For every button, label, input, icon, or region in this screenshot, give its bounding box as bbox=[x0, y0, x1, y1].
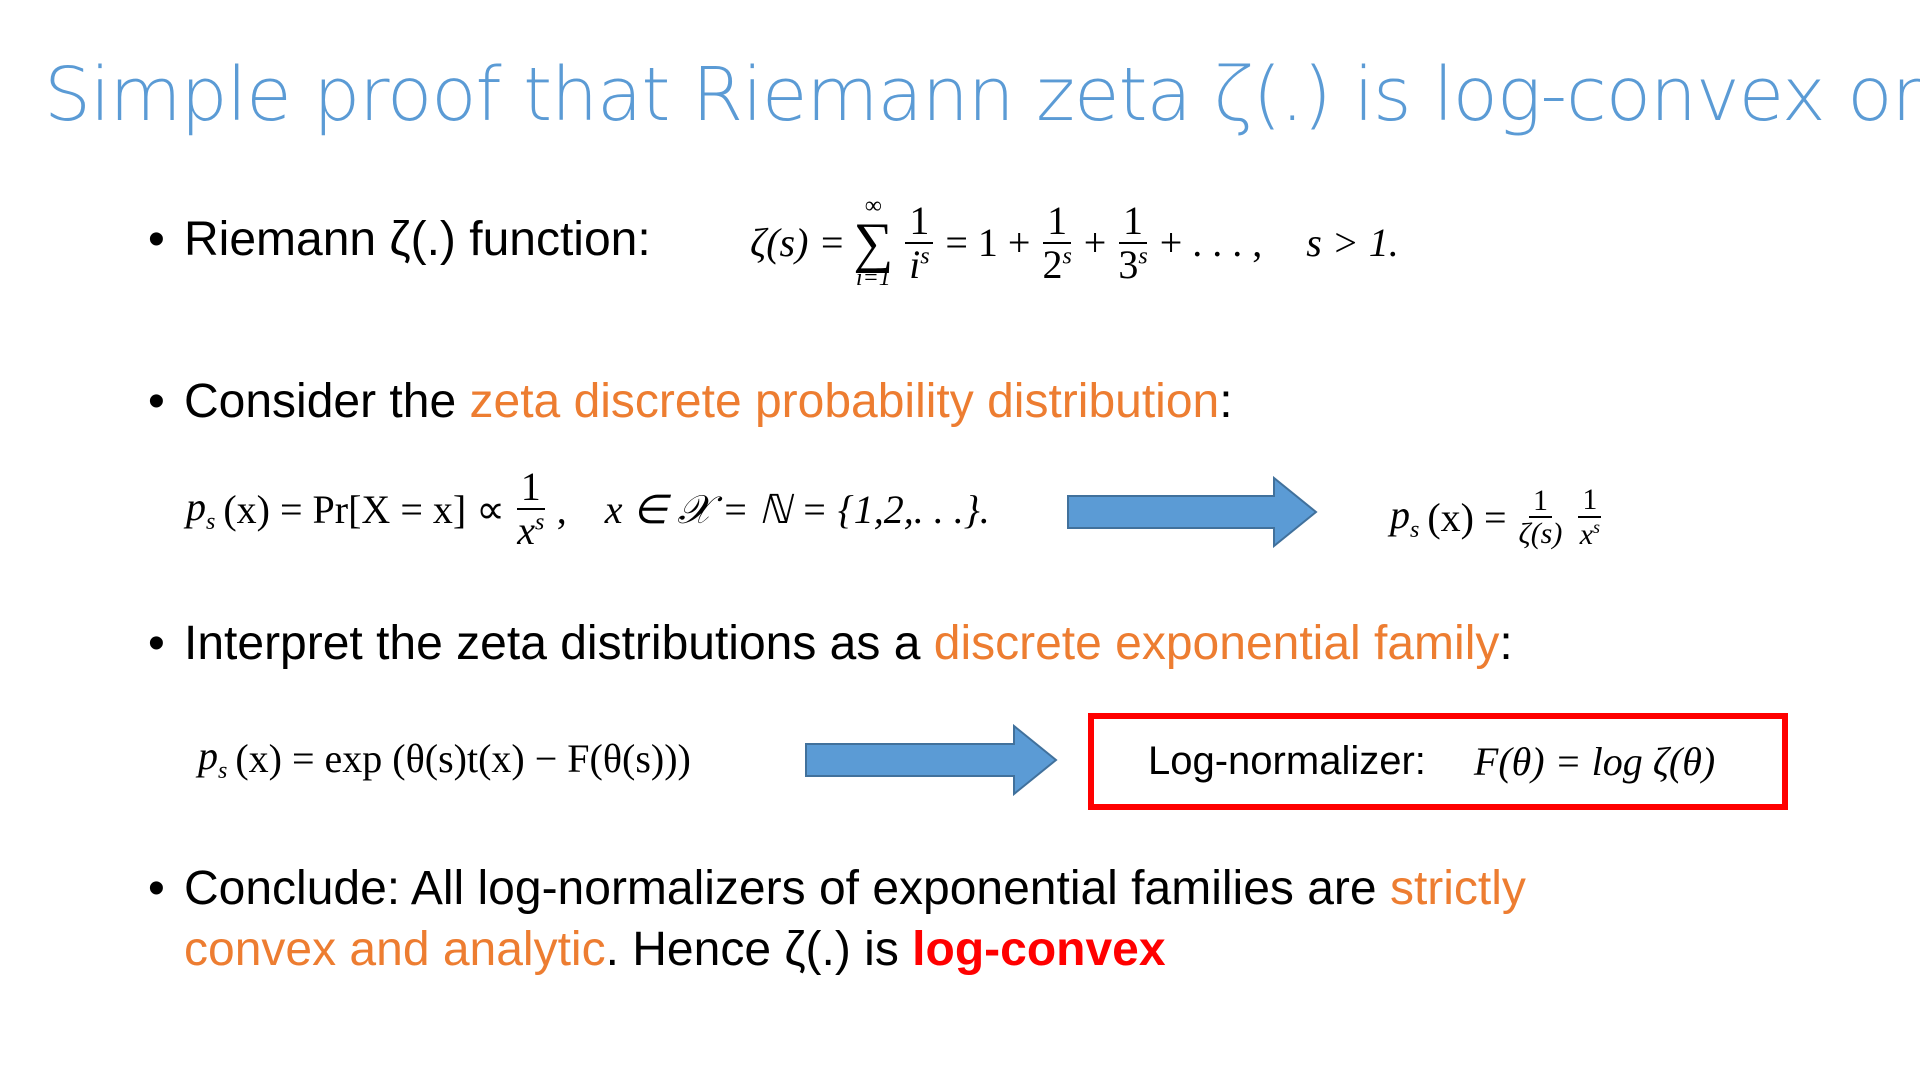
math: (x) = bbox=[1427, 494, 1507, 540]
bullet: Conclude: All log-normalizers of exponen… bbox=[148, 858, 1668, 980]
math: x ∈ 𝒳 = ℕ = {1,2,. . .}. bbox=[604, 486, 990, 532]
text: Consider the bbox=[184, 375, 470, 428]
math: ps bbox=[186, 483, 215, 536]
math: ps bbox=[198, 732, 227, 785]
formula: ζ(s) = ∞ ∑ i=1 1 is = 1 + 1 2s + 1 3s + . . .… bbox=[750, 193, 1399, 291]
fraction: 1 2s bbox=[1042, 199, 1072, 287]
fraction: 1 3s bbox=[1118, 199, 1148, 287]
math: (x) = Pr[X = x] ∝ bbox=[223, 486, 505, 532]
formula: ps (x) = Pr[X = x] ∝ 1 xs , x ∈ 𝒳 = ℕ = {… bbox=[186, 466, 990, 552]
emphasis: log-convex bbox=[912, 923, 1166, 976]
math: p bbox=[198, 733, 218, 778]
math: s bbox=[1593, 516, 1601, 537]
formula: ps (x) = exp (θ(s)t(x) − F(θ(s))) bbox=[198, 732, 691, 785]
sum: ∞ ∑ i=1 bbox=[853, 193, 894, 291]
fraction-den: 3s bbox=[1118, 241, 1148, 287]
math: ζ(s) = bbox=[750, 220, 846, 266]
text: : bbox=[1499, 617, 1513, 670]
formula: ps (x) = 1 ζ(s) 1 xs bbox=[1390, 484, 1605, 550]
math: (x) = exp (θ(s)t(x) − F(θ(s))) bbox=[235, 736, 691, 781]
math: 3 bbox=[1118, 241, 1139, 287]
text: Conclude: All log-normalizers of exponen… bbox=[184, 862, 1390, 915]
bullet-text: Consider the zeta discrete probability d… bbox=[184, 375, 1233, 428]
highlight: discrete exponential family bbox=[933, 617, 1500, 670]
arrow bbox=[805, 724, 1058, 796]
math: i bbox=[909, 241, 921, 287]
bullet-text: Interpret the zeta distributions as a di… bbox=[184, 617, 1513, 670]
math: s > 1. bbox=[1306, 220, 1399, 266]
math: 1 bbox=[1043, 199, 1072, 244]
fraction: 1 xs bbox=[1578, 484, 1602, 551]
math: ζ(s) bbox=[1518, 517, 1563, 550]
math: x bbox=[517, 508, 535, 553]
fraction-den: xs bbox=[517, 510, 544, 552]
math: ps bbox=[1390, 491, 1419, 544]
bullet: Interpret the zeta distributions as a di… bbox=[148, 616, 1513, 671]
fraction-den: 2s bbox=[1042, 241, 1072, 287]
math: ∞ bbox=[864, 193, 882, 219]
math: 1 bbox=[516, 466, 545, 510]
highlight: zeta discrete probability distribution bbox=[469, 375, 1220, 428]
math: p bbox=[186, 483, 206, 529]
arrow-shape bbox=[1067, 476, 1318, 548]
math: s bbox=[534, 509, 545, 536]
bullet: Consider the zeta discrete probability d… bbox=[148, 374, 1233, 429]
math: s bbox=[1062, 243, 1072, 270]
highlight-box: Log-normalizer: F(θ) = log ζ(θ) bbox=[1088, 713, 1788, 810]
arrow bbox=[1067, 476, 1318, 548]
text: Interpret the zeta distributions as a bbox=[184, 617, 934, 670]
math: s bbox=[920, 243, 930, 270]
math: s bbox=[1138, 243, 1148, 270]
fraction-den: is bbox=[909, 241, 930, 287]
math: p bbox=[1390, 491, 1410, 537]
text: . Hence ζ(.) is bbox=[605, 923, 913, 976]
bullet: Riemann ζ(.) function: bbox=[148, 212, 651, 267]
math: 1 bbox=[1578, 484, 1602, 518]
math: s bbox=[1410, 516, 1420, 543]
math: i=1 bbox=[855, 264, 891, 291]
math: 1 bbox=[1528, 484, 1552, 518]
math: F(θ) = log ζ(θ) bbox=[1473, 739, 1716, 784]
bullet-text: Conclude: All log-normalizers of exponen… bbox=[184, 858, 1668, 980]
math: 2 bbox=[1042, 241, 1063, 287]
highlight: strictly convex and analytic bbox=[184, 862, 1526, 976]
fraction: 1 xs bbox=[516, 466, 545, 552]
text: : bbox=[1219, 375, 1233, 428]
bullet-text: Riemann ζ(.) function: bbox=[184, 213, 651, 266]
math: = 1 + bbox=[945, 220, 1031, 266]
math: 1 bbox=[905, 199, 934, 244]
fraction: 1 is bbox=[905, 199, 934, 287]
box-label: Log-normalizer: bbox=[1148, 739, 1426, 783]
math: 1 bbox=[1119, 199, 1148, 244]
math: x bbox=[1579, 517, 1594, 551]
slide-title: Simple proof that Riemann zeta ζ(.) is l… bbox=[44, 52, 1920, 138]
arrow-shape bbox=[805, 724, 1058, 796]
math: + bbox=[1083, 220, 1107, 266]
fraction: 1 ζ(s) bbox=[1518, 484, 1563, 550]
math: s bbox=[206, 508, 216, 535]
math: + . . . , bbox=[1159, 220, 1263, 266]
fraction-den: xs bbox=[1579, 516, 1601, 551]
math: , bbox=[556, 486, 567, 532]
math: ∑ bbox=[853, 211, 894, 274]
math: s bbox=[218, 758, 228, 784]
